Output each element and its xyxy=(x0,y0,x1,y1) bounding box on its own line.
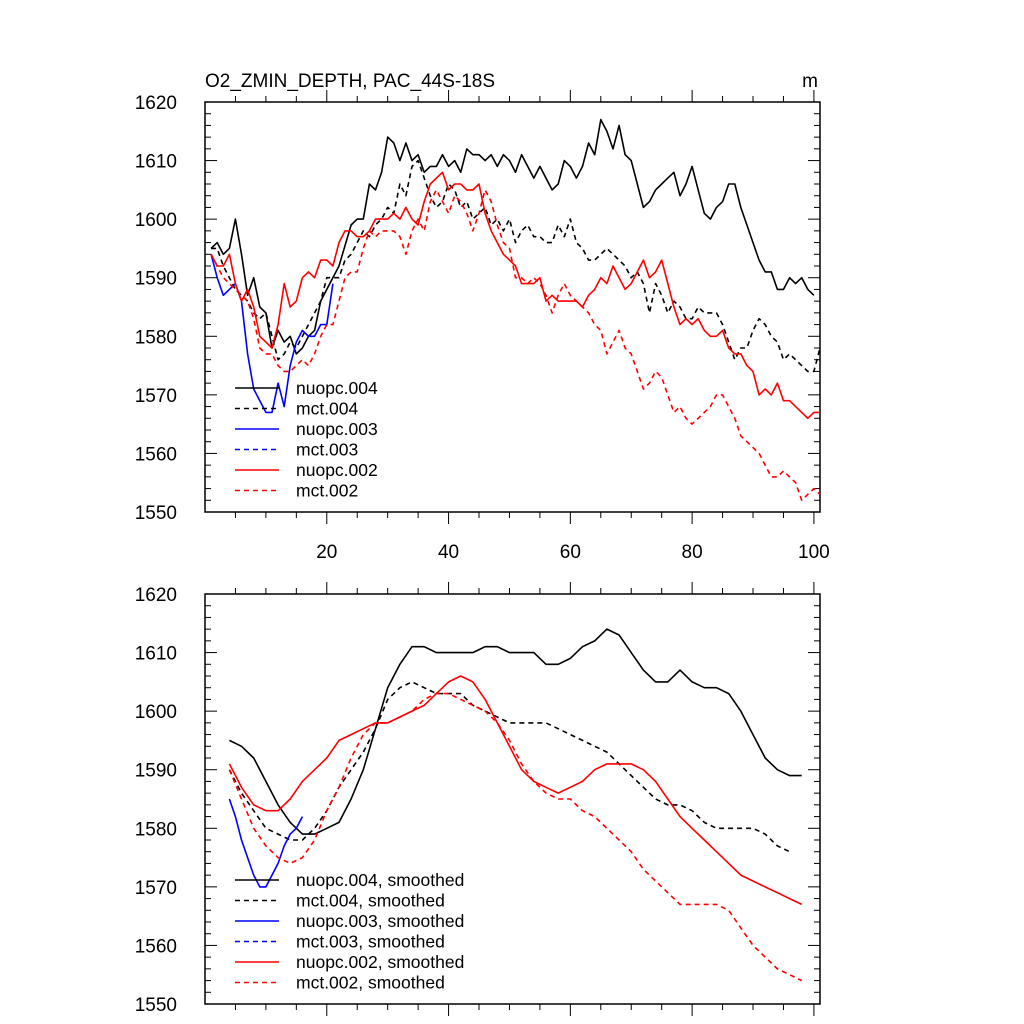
top-y-tick-label: 1610 xyxy=(135,152,177,173)
top-legend-label: nuopc.002 xyxy=(296,460,378,480)
bottom-y-tick-label: 1570 xyxy=(135,878,177,899)
top-x-tick-label: 20 xyxy=(316,542,337,563)
top-plot-frame xyxy=(204,101,821,513)
bottom-legend-label: nuopc.003, smoothed xyxy=(296,911,464,931)
top-x-tick-label: 100 xyxy=(798,542,830,563)
bottom-legend-label: mct.004, smoothed xyxy=(296,891,445,911)
bottom-y-tick-label: 1560 xyxy=(135,936,177,957)
bottom-y-tick-label: 1580 xyxy=(135,819,177,840)
bottom-plot-frame xyxy=(204,593,821,1005)
top-legend-label: nuopc.003 xyxy=(296,419,378,439)
bottom-y-tick-label: 1550 xyxy=(135,995,177,1016)
top-y-tick-label: 1560 xyxy=(135,444,177,465)
top-series-nuopc-002 xyxy=(210,171,820,420)
top-series-mct-002 xyxy=(210,189,821,502)
top-y-tick-label: 1620 xyxy=(135,93,177,114)
top-x-tick-label: 80 xyxy=(682,542,703,563)
top-legend-label: nuopc.004 xyxy=(296,378,378,398)
top-x-tick-label: 40 xyxy=(438,542,459,563)
bottom-legend-label: mct.003, smoothed xyxy=(296,932,445,952)
top-y-tick-label: 1590 xyxy=(135,269,177,290)
bottom-series-mct-004-smoothed xyxy=(228,681,790,853)
top-legend-label: mct.004 xyxy=(296,399,359,419)
top-panel: O2_ZMIN_DEPTH, PAC_44S-18S m 1550 1560 157… xyxy=(135,71,830,563)
top-series-nuopc-004 xyxy=(210,118,815,355)
top-x-tick-label: 60 xyxy=(560,542,581,563)
top-y-tick-label: 1570 xyxy=(135,386,177,407)
top-y-tick-label: 1550 xyxy=(135,503,177,524)
top-chart-title: O2_ZMIN_DEPTH, PAC_44S-18S xyxy=(205,71,495,92)
bottom-series-nuopc-002-smoothed xyxy=(228,675,803,906)
top-legend-label: mct.003 xyxy=(296,440,358,460)
top-chart-units: m xyxy=(802,71,818,92)
bottom-y-tick-label: 1600 xyxy=(135,702,177,723)
bottom-panel: 1550 1560 1570 1580 1590 1600 1610 1620 nuopc.00… xyxy=(135,582,821,1016)
top-series-nuopc-003 xyxy=(210,254,334,414)
bottom-y-tick-label: 1590 xyxy=(135,761,177,782)
top-y-tick-label: 1600 xyxy=(135,210,177,231)
bottom-series-nuopc-003-smoothed xyxy=(228,798,304,888)
bottom-legend-label: nuopc.002, smoothed xyxy=(296,952,464,972)
top-y-tick-label: 1580 xyxy=(135,327,177,348)
bottom-y-tick-label: 1620 xyxy=(135,585,177,606)
top-legend-label: mct.002 xyxy=(296,481,358,501)
bottom-legend-label: mct.002, smoothed xyxy=(296,973,445,993)
top-series-mct-004 xyxy=(211,159,821,373)
bottom-series-mct-002-smoothed xyxy=(228,692,803,982)
bottom-legend-label: nuopc.004, smoothed xyxy=(296,870,464,890)
bottom-y-tick-label: 1610 xyxy=(135,644,177,665)
bottom-series-nuopc-004-smoothed xyxy=(229,628,802,835)
